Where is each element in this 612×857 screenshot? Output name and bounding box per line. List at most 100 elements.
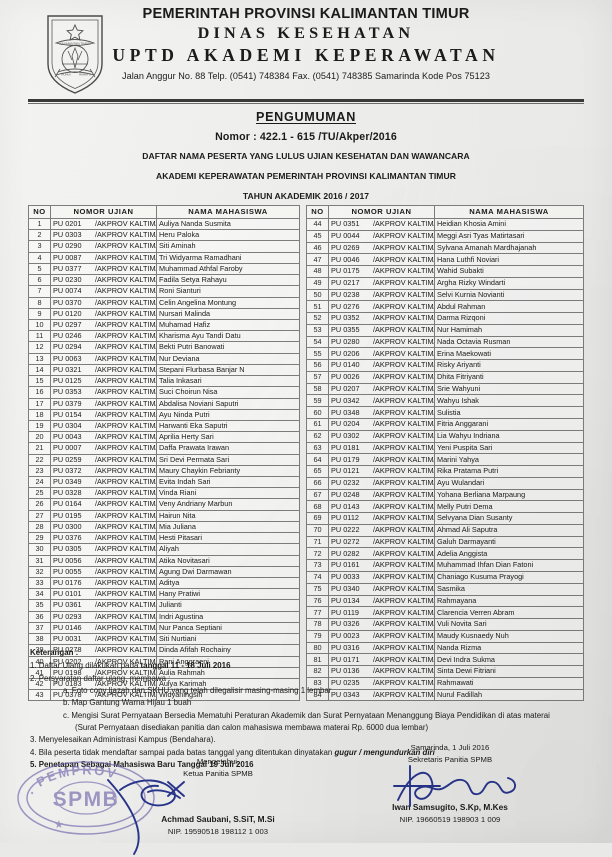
cell-exam-code: PU 0238: [331, 289, 360, 299]
cell-exam-suffix: /AKPROV KALTIM/2016: [95, 297, 156, 307]
cell-student-name: Selvyana Dian Susanty: [434, 512, 584, 525]
svg-text:RUHUI: RUHUI: [61, 73, 70, 77]
cell-exam-number: PU 0161/AKPROV KALTIM/2016: [328, 559, 435, 572]
table-header-row: NO NOMOR UJIAN NAMA MAHASISWA: [306, 205, 584, 219]
cell-student-name: Sylvana Amanah Mardhajanah: [434, 241, 584, 255]
cell-student-name: Hana Luthfi Noviari: [434, 253, 584, 267]
cell-exam-number: PU 0026/AKPROV KALTIM/2016: [328, 370, 435, 384]
cell-no: 26: [28, 498, 51, 511]
cell-no: 10: [28, 318, 51, 332]
cell-no: 71: [306, 535, 329, 549]
cell-student-name: Wahid Subakti: [434, 265, 584, 278]
cell-student-name: Nur Hamimah: [434, 323, 584, 337]
cell-no: 3: [28, 240, 51, 253]
cell-exam-number: PU 0361/AKPROV KALTIM/2016: [50, 599, 157, 612]
note-item-2c: c. Mengisi Surat Pernyataan Bersedia Mem…: [63, 710, 550, 720]
left-signer-name: Achmad Saubani, S.SiT, M.Si: [161, 814, 275, 825]
cell-exam-number: PU 0351/AKPROV KALTIM/2016: [328, 218, 435, 231]
cell-student-name: Erina Maekowati: [434, 347, 584, 361]
cell-exam-code: PU 0376: [53, 533, 82, 543]
cell-exam-code: PU 0230: [53, 275, 82, 285]
cell-exam-number: PU 0171/AKPROV KALTIM/2016: [328, 653, 435, 667]
cell-exam-number: PU 0348/AKPROV KALTIM/2016: [328, 406, 435, 420]
col-header-exam: NOMOR UJIAN: [328, 205, 435, 219]
cell-exam-suffix: /AKPROV KALTIM/2016: [373, 313, 434, 323]
cell-exam-code: PU 0302: [331, 431, 360, 441]
note-1-date: tanggal 11 - 18 Juli 2016: [140, 661, 231, 671]
cell-student-name: Rahmayana: [434, 594, 584, 608]
cell-exam-number: PU 0302/AKPROV KALTIM/2016: [328, 429, 435, 443]
cell-no: 9: [28, 307, 51, 320]
cell-exam-suffix: /AKPROV KALTIM/2016: [373, 231, 434, 241]
cell-no: 15: [28, 375, 51, 388]
cell-no: 62: [306, 429, 329, 443]
cell-exam-code: PU 0140: [331, 360, 360, 370]
cell-exam-code: PU 0372: [53, 465, 82, 475]
cell-student-name: Abdul Rahman: [434, 300, 584, 314]
cell-no: 17: [28, 397, 51, 410]
cell-exam-number: PU 0259/AKPROV KALTIM/2016: [50, 453, 157, 466]
document-number: Nomor : 422.1 - 615 /TU/Akper/2016: [215, 131, 397, 143]
right-role-line: Sekretaris Panitia SPMB: [407, 754, 493, 764]
cell-exam-code: PU 0379: [53, 398, 82, 408]
cell-no: 48: [306, 265, 329, 278]
cell-exam-suffix: /AKPROV KALTIM/2016: [373, 536, 434, 546]
cell-student-name: Agung Dwi Darmawan: [156, 565, 300, 579]
cell-exam-number: PU 0378/AKPROV KALTIM/2016: [50, 689, 157, 702]
cell-student-name: Ayu Wulandari: [434, 476, 584, 490]
cell-exam-code: PU 0195: [53, 510, 82, 520]
cell-exam-suffix: /AKPROV KALTIM/2016: [95, 499, 156, 509]
cell-student-name: Yohana Berliana Marpaung: [434, 488, 584, 502]
cell-no: 30: [28, 543, 51, 556]
cell-exam-code: PU 0321: [53, 364, 82, 374]
cell-exam-number: PU 0370/AKPROV KALTIM/2016: [50, 296, 157, 309]
cell-exam-suffix: /AKPROV KALTIM/2016: [373, 619, 434, 629]
cell-no: 28: [28, 520, 51, 534]
cell-no: 21: [28, 442, 51, 455]
cell-exam-code: PU 0248: [331, 489, 360, 499]
cell-exam-code: PU 0125: [53, 376, 82, 386]
cell-student-name: Hany Pratiwi: [156, 588, 300, 601]
letterhead: PEMERINTAH PROVINSI KALIMANTAN TIMUR DIN…: [0, 6, 612, 83]
subtitle-line-1: DAFTAR NAMA PESERTA YANG LULUS UJIAN KES…: [142, 151, 470, 161]
cell-student-name: Aulya Karimah: [156, 677, 300, 691]
cell-exam-code: PU 0326: [331, 619, 360, 629]
cell-exam-number: PU 0326/AKPROV KALTIM/2016: [328, 618, 435, 631]
cell-exam-number: PU 0087/AKPROV KALTIM/2016: [50, 251, 157, 264]
cell-student-name: Siti Nurtiani: [156, 633, 300, 646]
cell-exam-code: PU 0202: [53, 656, 82, 666]
student-list-tables: NO NOMOR UJIAN NAMA MAHASISWA 1 PU 0201/A…: [28, 205, 584, 702]
cell-no: 12: [28, 341, 51, 354]
cell-exam-suffix: /AKPROV KALTIM/2016: [95, 544, 156, 554]
signature-block-left: Mengetahui, Ketua Panitia SPMB Achmad Sa…: [118, 756, 318, 837]
cell-exam-number: PU 0355/AKPROV KALTIM/2016: [328, 323, 435, 337]
cell-student-name: Roni Sianturi: [156, 285, 300, 298]
table-row: 7PU 0074/AKPROV KALTIM/2016Roni Sianturi: [28, 285, 300, 298]
cell-student-name: Aulia Rahmah: [156, 666, 300, 679]
cell-exam-number: PU 0031/AKPROV KALTIM/2016: [50, 633, 157, 646]
cell-exam-code: PU 0280: [331, 336, 360, 346]
cell-exam-code: PU 0316: [331, 642, 360, 652]
cell-exam-suffix: /AKPROV KALTIM/2016: [95, 331, 156, 341]
cell-exam-suffix: /AKPROV KALTIM/2016: [373, 278, 434, 288]
cell-exam-number: PU 0033/AKPROV KALTIM/2016: [328, 570, 435, 584]
cell-no: 64: [306, 453, 329, 467]
cell-exam-suffix: /AKPROV KALTIM/2016: [95, 465, 156, 475]
cell-no: 69: [306, 512, 329, 525]
cell-student-name: Daffa Prawata Irawan: [156, 442, 300, 455]
cell-exam-number: PU 0303/AKPROV KALTIM/2016: [50, 229, 157, 242]
